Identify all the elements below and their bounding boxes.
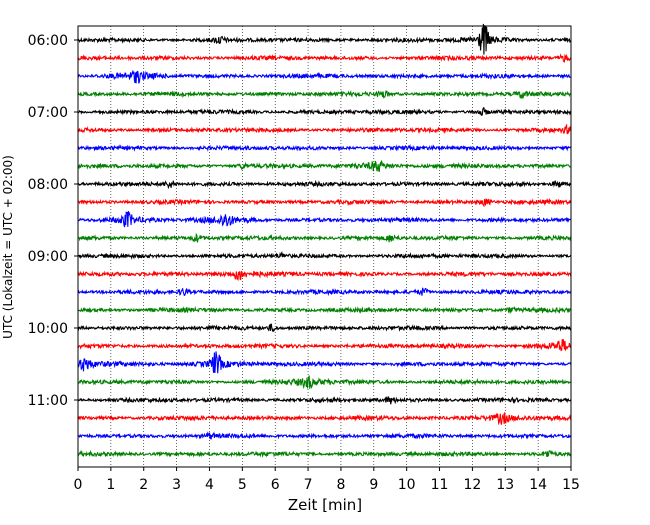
- y-axis-ticks: 06:00 07:00 08:00 09:00 10:00 11:00: [28, 33, 78, 409]
- traces: [77, 23, 572, 458]
- seismic-trace: [77, 412, 572, 426]
- x-tick-label: 7: [304, 477, 313, 493]
- seismic-trace: [77, 107, 572, 116]
- seismic-trace: [77, 323, 572, 333]
- x-axis-ticks: 0 1 2 3 4 5 6 7 8 9 10 11 12 13 14 15: [74, 467, 580, 493]
- seismic-trace: [77, 211, 572, 228]
- x-axis-label: Zeit [min]: [288, 496, 362, 514]
- seismic-trace: [77, 250, 572, 261]
- x-tick-label: 15: [562, 477, 580, 493]
- x-tick-label: 0: [74, 477, 83, 493]
- x-tick-label: 6: [271, 477, 280, 493]
- seismic-trace: [77, 23, 572, 55]
- seismic-trace: [77, 339, 572, 352]
- seismic-trace: [77, 351, 572, 374]
- x-tick-label: 5: [238, 477, 247, 493]
- seismic-trace: [77, 431, 572, 440]
- seismic-trace: [77, 232, 572, 243]
- x-tick-label: 12: [463, 477, 481, 493]
- seismic-trace: [77, 123, 572, 135]
- seismic-trace: [77, 287, 572, 297]
- y-tick-label: 10:00: [28, 321, 68, 337]
- y-tick-label: 11:00: [28, 393, 68, 409]
- seismic-trace: [77, 159, 572, 173]
- x-tick-label: 8: [336, 477, 345, 493]
- plot-frame: [77, 25, 572, 468]
- seismic-trace: [77, 396, 572, 405]
- y-tick-label: 07:00: [28, 105, 68, 121]
- x-tick-label: 13: [496, 477, 514, 493]
- seismic-trace: [77, 53, 572, 63]
- y-tick-label: 09:00: [28, 249, 68, 265]
- x-tick-label: 4: [205, 477, 214, 493]
- x-tick-label: 3: [172, 477, 181, 493]
- x-tick-label: 14: [529, 477, 547, 493]
- x-tick-label: 9: [369, 477, 378, 493]
- y-tick-label: 06:00: [28, 33, 68, 49]
- x-tick-label: 10: [398, 477, 416, 493]
- seismic-trace: [77, 449, 572, 458]
- x-tick-label: 2: [139, 477, 148, 493]
- seismic-trace: [77, 144, 572, 152]
- seismic-trace: [77, 305, 572, 315]
- seismic-trace: [77, 197, 572, 208]
- y-axis-label: UTC (Lokalzeit = UTC + 02:00): [1, 155, 15, 339]
- seismic-trace: [77, 90, 572, 99]
- x-tick-label: 11: [431, 477, 449, 493]
- seismic-trace: [77, 270, 572, 282]
- x-tick-label: 1: [106, 477, 115, 493]
- seismic-trace: [77, 69, 572, 84]
- y-tick-label: 08:00: [28, 177, 68, 193]
- seismic-trace: [77, 179, 572, 190]
- seismic-trace: [77, 375, 572, 390]
